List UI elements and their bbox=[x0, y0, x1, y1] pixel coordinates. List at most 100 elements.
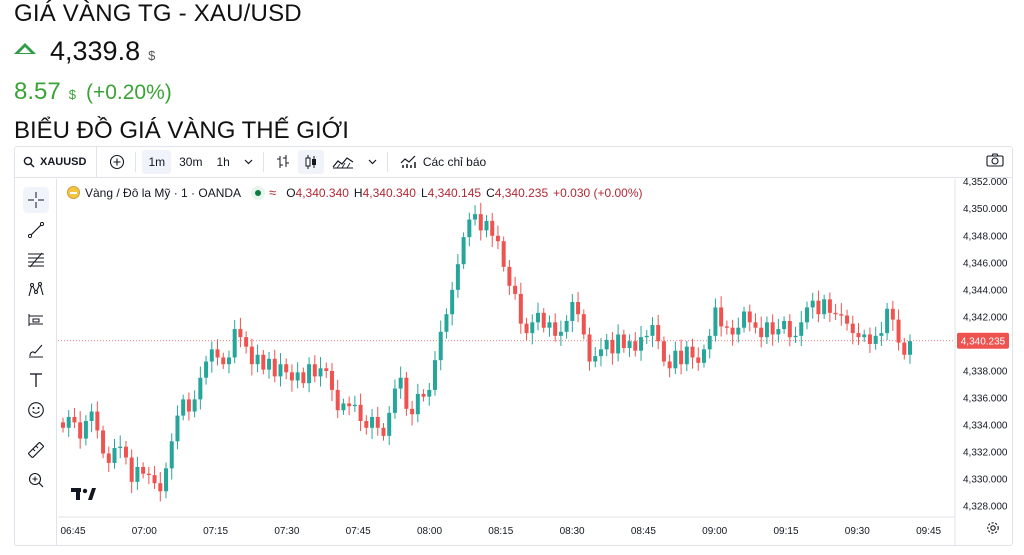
price-tick-label: 4,328.000 bbox=[963, 502, 1008, 513]
candle-body bbox=[782, 320, 787, 330]
candle-body bbox=[793, 335, 798, 338]
legend-wave: ≈ bbox=[269, 185, 277, 200]
area-style-button[interactable] bbox=[326, 150, 360, 174]
measure-tool[interactable] bbox=[23, 307, 49, 333]
section-title: BIỂU ĐỒ GIÁ VÀNG THẾ GIỚI bbox=[14, 117, 349, 144]
candle-body bbox=[444, 314, 449, 332]
candle-body bbox=[770, 322, 775, 335]
interval-30m-label: 30m bbox=[179, 155, 203, 169]
candle-body bbox=[530, 322, 535, 334]
candle-body bbox=[101, 430, 106, 454]
candle-body bbox=[656, 325, 661, 342]
candle-body bbox=[347, 403, 352, 407]
brush-tool[interactable] bbox=[23, 337, 49, 363]
interval-dropdown[interactable] bbox=[238, 150, 259, 174]
candle-body bbox=[804, 307, 809, 323]
candle-body bbox=[358, 404, 363, 422]
candle-body bbox=[410, 408, 415, 415]
candle-body bbox=[78, 422, 83, 439]
candle-body bbox=[536, 312, 541, 323]
candle-body bbox=[627, 341, 632, 348]
indicators-button[interactable]: Các chỉ báo bbox=[394, 150, 492, 174]
ruler-tool[interactable] bbox=[23, 437, 49, 463]
candle-body bbox=[152, 475, 157, 484]
candle-body bbox=[324, 368, 329, 371]
crosshair-tool[interactable] bbox=[23, 187, 49, 213]
gold-coin-icon bbox=[67, 186, 80, 199]
candle-body bbox=[701, 349, 706, 363]
candle-body bbox=[467, 219, 472, 238]
candle-body bbox=[169, 441, 174, 469]
tradingview-logo[interactable] bbox=[71, 483, 99, 505]
chart-settings-button[interactable] bbox=[986, 521, 1000, 540]
candle-body bbox=[690, 346, 695, 358]
ruler-icon bbox=[28, 442, 44, 458]
candle-body bbox=[598, 349, 603, 357]
toolbar-divider bbox=[135, 152, 137, 172]
trend-line-tool[interactable] bbox=[23, 217, 49, 243]
candle-body bbox=[558, 331, 563, 336]
toolbar-divider bbox=[262, 152, 264, 172]
candle-body bbox=[707, 335, 712, 350]
bars-style-button[interactable] bbox=[270, 150, 296, 174]
bars-icon bbox=[276, 155, 289, 168]
candle-body bbox=[307, 364, 312, 384]
candle-body bbox=[318, 368, 323, 377]
candle-body bbox=[164, 468, 169, 492]
snapshot-button[interactable] bbox=[986, 152, 1004, 171]
interval-1m[interactable]: 1m bbox=[142, 150, 172, 174]
candle-body bbox=[513, 285, 518, 294]
price-tick-label: 4,352.000 bbox=[963, 177, 1008, 188]
legend-open-label: O bbox=[286, 185, 296, 200]
fib-tool[interactable] bbox=[23, 247, 49, 273]
zoom-tool[interactable] bbox=[23, 467, 49, 493]
compare-button[interactable] bbox=[103, 150, 131, 174]
candle-body bbox=[455, 264, 460, 290]
candle-body bbox=[450, 289, 455, 315]
candle-body bbox=[267, 358, 272, 370]
candle-body bbox=[198, 377, 203, 400]
candle-body bbox=[329, 370, 334, 390]
price-chart[interactable]: 4,352.000 4,350.000 4,348.000 4,346.000 4,34… bbox=[15, 147, 1013, 546]
candle-body bbox=[112, 448, 117, 463]
text-tool[interactable] bbox=[23, 367, 49, 393]
interval-30m[interactable]: 30m bbox=[173, 150, 208, 174]
symbol-search[interactable]: XAUUSD bbox=[15, 147, 98, 177]
candle-body bbox=[507, 266, 512, 286]
candle-body bbox=[238, 329, 243, 338]
legend-high-value: 4,340.340 bbox=[362, 185, 416, 200]
up-arrow-icon bbox=[14, 43, 36, 54]
price-tick-label: 4,336.000 bbox=[963, 394, 1008, 405]
chart-legend: Vàng / Đô la Mỹ · 1 · OANDA ≈ O 4,340.34… bbox=[67, 185, 648, 200]
zoom-in-icon bbox=[28, 472, 44, 488]
candles-style-button[interactable] bbox=[297, 150, 324, 174]
candle-body bbox=[232, 329, 237, 358]
candle-body bbox=[719, 307, 724, 327]
candle-body bbox=[221, 357, 226, 365]
candle-body bbox=[764, 322, 769, 338]
interval-1h[interactable]: 1h bbox=[210, 150, 235, 174]
candle-body bbox=[66, 416, 71, 428]
candle-body bbox=[827, 299, 832, 313]
candle-body bbox=[742, 311, 747, 328]
candle-body bbox=[135, 466, 140, 482]
candle-body bbox=[123, 446, 128, 458]
candle-body bbox=[61, 422, 65, 428]
chart-style-dropdown[interactable] bbox=[362, 150, 383, 174]
candle-body bbox=[335, 389, 340, 411]
candle-body bbox=[255, 354, 260, 365]
price-tick-label: 4,350.000 bbox=[963, 204, 1008, 215]
candle-body bbox=[667, 361, 672, 369]
candle-body bbox=[118, 446, 123, 449]
price-unit: $ bbox=[148, 48, 156, 63]
pattern-tool[interactable] bbox=[23, 277, 49, 303]
price-tick-label: 4,346.000 bbox=[963, 258, 1008, 269]
emoji-tool[interactable] bbox=[23, 397, 49, 423]
text-icon bbox=[30, 373, 42, 387]
candle-body bbox=[604, 339, 609, 350]
candle-body bbox=[896, 319, 901, 343]
search-icon bbox=[23, 156, 35, 168]
candle-body bbox=[650, 325, 655, 336]
time-tick-label: 08:30 bbox=[560, 526, 585, 537]
candle-body bbox=[473, 214, 478, 220]
